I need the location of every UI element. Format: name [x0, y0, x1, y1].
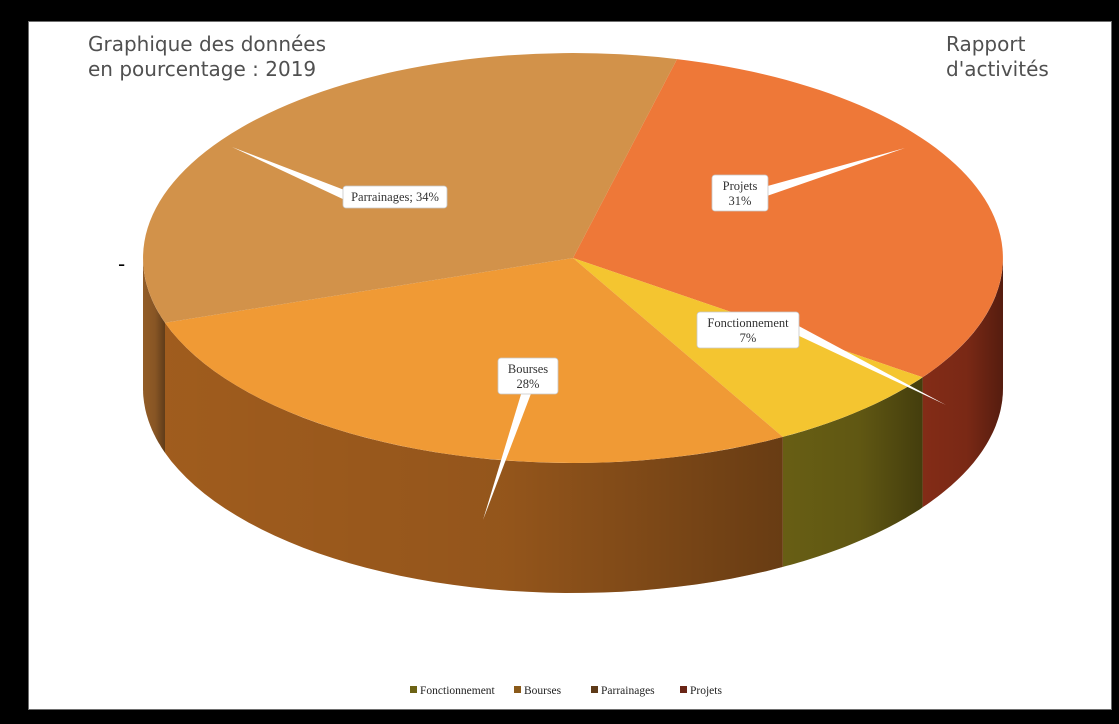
chart-heading-line2: en pourcentage : 2019 [88, 57, 317, 81]
data-label-pointer-bourses [483, 391, 532, 520]
data-label-projets: Projets [723, 179, 758, 193]
data-label-fonctionnement: Fonctionnement [707, 316, 789, 330]
legend-swatch-bourses [514, 686, 521, 693]
legend-swatch-projets [680, 686, 687, 693]
data-label-bourses: Bourses [508, 362, 548, 376]
data-label-value-projets: 31% [729, 194, 752, 208]
pie-slices [143, 53, 1003, 463]
data-label-pointer-parrainages [232, 147, 347, 201]
pie-slice-bourses [165, 258, 783, 463]
legend: Fonctionnement Bourses Parrainages Projets [410, 685, 722, 697]
legend-label-bourses: Bourses [524, 685, 562, 697]
stray-dash-mark: - [118, 252, 126, 276]
pie-side-shade-parrainages [143, 258, 165, 453]
legend-swatch-fonctionnement [410, 686, 417, 693]
pie-side-walls [143, 258, 1003, 593]
pie-side-shade-fonctionnement [782, 377, 923, 567]
pie-slice-projets [573, 59, 1003, 378]
chart-heading-line1: Graphique des données [88, 32, 327, 56]
pie-side-shade-projets [922, 258, 1003, 508]
data-label-pointer-projets [764, 148, 905, 197]
data-label-box-parrainages [342, 185, 448, 209]
data-label-box-bourses [497, 357, 559, 395]
chart-heading: Graphique des données en pourcentage : 2… [88, 32, 408, 82]
legend-swatch-parrainages [591, 686, 598, 693]
legend-label-parrainages: Parrainages [601, 685, 655, 697]
data-label-pointer-fonctionnement [795, 324, 946, 405]
pie-side-shade-bourses [165, 322, 783, 593]
data-label-parrainages: Parrainages; 34% [351, 190, 439, 204]
report-heading-line1: Rapport [946, 32, 1026, 56]
data-label-box-projets [711, 174, 769, 212]
report-heading: Rapport d'activités [946, 32, 1096, 82]
data-label-box-fonctionnement [696, 311, 800, 349]
report-heading-line2: d'activités [946, 57, 1049, 81]
legend-label-fonctionnement: Fonctionnement [420, 685, 496, 697]
legend-label-projets: Projets [690, 685, 722, 697]
data-label-value-fonctionnement: 7% [740, 331, 757, 345]
data-label-value-bourses: 28% [517, 377, 540, 391]
